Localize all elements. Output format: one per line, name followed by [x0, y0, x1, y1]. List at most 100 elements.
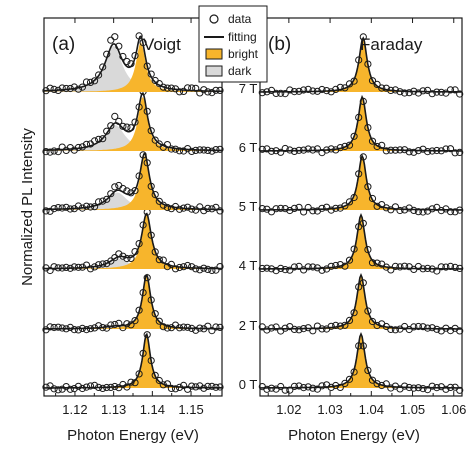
data-point	[192, 383, 200, 391]
data-point	[115, 319, 123, 327]
data-point	[175, 263, 184, 272]
data-point	[99, 324, 107, 332]
data-point	[364, 307, 372, 315]
data-point	[359, 279, 367, 287]
data-point	[345, 198, 354, 206]
data-point	[135, 306, 143, 314]
data-point	[304, 203, 312, 212]
data-point	[387, 384, 395, 392]
data-point	[272, 89, 280, 98]
data-point	[442, 263, 450, 271]
data-point	[82, 140, 91, 148]
data-point	[58, 324, 66, 332]
data-point	[180, 323, 188, 331]
data-point	[442, 145, 450, 153]
data-point	[456, 90, 464, 98]
data-point	[442, 385, 450, 393]
data-point	[208, 89, 216, 97]
data-point	[54, 264, 62, 272]
data-point	[433, 267, 441, 275]
data-point	[263, 326, 271, 334]
data-point	[378, 381, 386, 390]
data-point	[127, 378, 135, 386]
data-point	[290, 263, 298, 271]
data-point	[143, 62, 151, 70]
data-point	[327, 262, 335, 270]
data-point	[336, 261, 344, 269]
data-point	[428, 205, 436, 213]
data-point	[127, 321, 135, 329]
data-point	[272, 147, 280, 155]
y-axis-title: Normalized PL Intensity	[19, 128, 36, 286]
data-point	[387, 325, 395, 333]
data-point	[180, 204, 188, 212]
data-point	[359, 342, 367, 350]
data-point	[456, 206, 464, 214]
data-point	[410, 384, 418, 392]
data-point	[107, 383, 115, 391]
data-point	[373, 321, 381, 330]
data-point	[373, 142, 381, 151]
data-point	[119, 252, 127, 260]
panel-a-spectrum-6t	[42, 88, 224, 156]
data-point	[433, 325, 441, 333]
legend-dark-swatch	[205, 65, 223, 77]
data-point	[304, 383, 312, 391]
data-point	[355, 342, 363, 350]
data-point	[323, 146, 331, 154]
data-point	[204, 146, 212, 154]
data-point	[332, 381, 340, 390]
data-point	[127, 254, 135, 262]
data-point	[115, 42, 123, 50]
data-point	[336, 83, 344, 91]
data-point	[50, 85, 58, 94]
panel-b-spectrum-0t	[258, 331, 464, 394]
data-point	[437, 263, 445, 271]
data-point	[139, 289, 147, 297]
data-point	[350, 368, 358, 376]
data-point	[74, 326, 83, 334]
data-point	[419, 323, 427, 331]
data-point	[410, 323, 418, 331]
panel-b-plot-area	[258, 33, 464, 394]
legend-bright-label: bright	[228, 47, 259, 61]
data-point	[42, 383, 50, 391]
data-point	[66, 84, 74, 93]
x-tick-label: 1.14	[140, 402, 165, 417]
data-point	[295, 382, 303, 390]
data-point	[103, 195, 111, 203]
data-point	[350, 193, 358, 202]
data-point	[82, 326, 91, 334]
x-tick-label: 1.04	[359, 402, 384, 417]
data-point	[155, 376, 163, 385]
data-point	[175, 88, 184, 96]
data-point	[364, 366, 372, 374]
data-point	[290, 204, 298, 212]
data-point	[318, 382, 326, 390]
data-point	[204, 204, 212, 212]
data-point	[332, 204, 340, 212]
data-point	[159, 201, 167, 209]
legend: data fitting bright dark	[198, 5, 268, 83]
data-point	[155, 197, 163, 205]
data-point	[62, 325, 70, 333]
data-point	[184, 323, 192, 331]
data-point	[204, 265, 212, 273]
data-point	[131, 52, 139, 60]
data-point	[200, 207, 208, 215]
data-point	[341, 379, 349, 387]
data-point	[171, 385, 180, 393]
data-point	[42, 207, 50, 215]
data-point	[345, 316, 354, 324]
data-point	[364, 183, 372, 191]
data-point	[364, 60, 372, 68]
data-point	[200, 146, 208, 154]
data-point	[155, 80, 163, 88]
data-point	[167, 84, 175, 92]
data-point	[364, 124, 372, 132]
field-label: 2 T	[239, 318, 258, 333]
data-point	[139, 349, 147, 357]
data-point	[419, 87, 427, 95]
data-point	[54, 323, 62, 331]
data-point	[313, 385, 321, 393]
